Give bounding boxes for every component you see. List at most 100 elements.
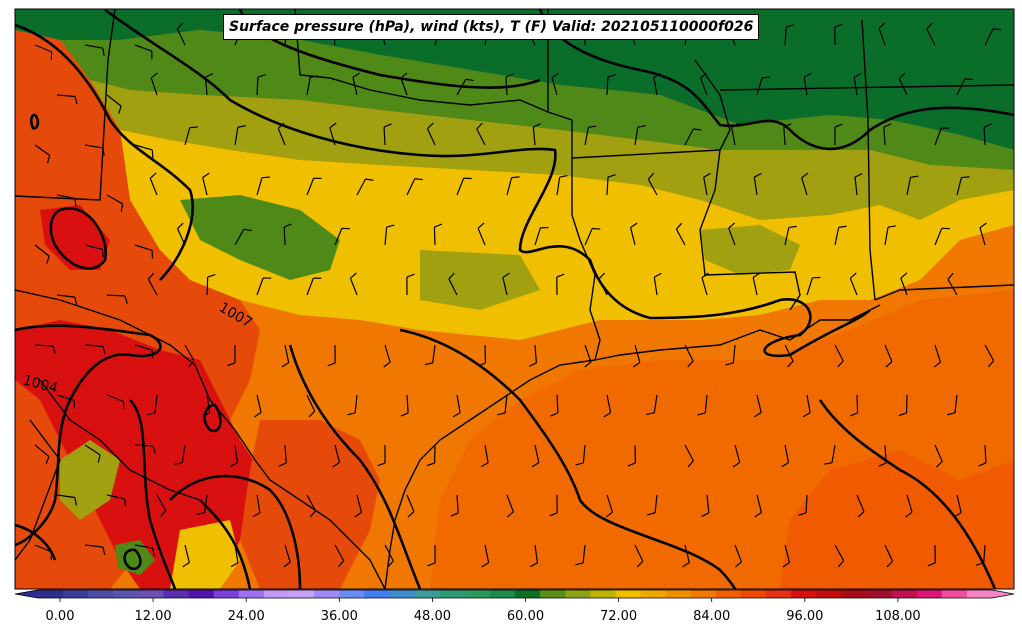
- wind-barb-flag: [202, 172, 210, 179]
- wind-barb: [184, 127, 191, 146]
- wind-barb: [356, 494, 363, 513]
- wind-barb-flag: [427, 122, 434, 130]
- wind-barb-flag: [120, 203, 124, 212]
- wind-barb-flag: [802, 412, 811, 418]
- wind-barb: [84, 244, 103, 251]
- colorbar-tick-label: 96.00: [786, 609, 823, 624]
- wind-barb: [203, 494, 208, 513]
- wind-barb: [484, 444, 489, 463]
- wind-barb-flag: [124, 295, 128, 304]
- wind-barb: [106, 494, 125, 500]
- wind-barb: [283, 226, 286, 246]
- wind-barb: [534, 344, 537, 363]
- colorbar-swatch: [38, 590, 64, 598]
- colorbar-swatch: [515, 590, 541, 598]
- colorbar-swatch: [188, 590, 215, 598]
- wind-barb-flag: [189, 126, 198, 129]
- wind-barb: [456, 178, 465, 196]
- colorbar-tick-label: 108.00: [875, 609, 921, 624]
- wind-barb-flag: [838, 225, 847, 228]
- wind-barb-flag: [603, 412, 611, 418]
- wind-barb: [256, 394, 262, 413]
- wind-barb-flag: [202, 412, 211, 418]
- wind-barb-flag: [387, 560, 394, 568]
- wind-barb: [306, 178, 315, 196]
- wind-barb: [400, 77, 408, 96]
- colorbar-swatch: [414, 590, 441, 598]
- wind-barb-flag: [754, 412, 762, 418]
- wind-barb-flag: [177, 222, 184, 230]
- wind-barb: [456, 394, 461, 413]
- wind-barb-flag: [592, 227, 601, 230]
- wind-barb-flag: [74, 497, 78, 506]
- isobar-2: [104, 9, 871, 358]
- wind-barb: [606, 394, 612, 413]
- wind-barb-flag: [237, 125, 246, 128]
- wind-barb-flag: [230, 462, 238, 468]
- wind-barb: [806, 277, 813, 296]
- wind-barb-flag: [160, 510, 167, 518]
- wind-barb: [653, 277, 658, 296]
- wind-barb-flag: [45, 456, 50, 465]
- wind-barb: [184, 544, 190, 563]
- wind-barb: [406, 394, 409, 414]
- colorbar-swatch: [163, 590, 190, 598]
- wind-barb: [34, 544, 52, 553]
- colorbar-swatch: [439, 590, 466, 598]
- wind-barb: [277, 128, 286, 146]
- wind-barb: [176, 228, 186, 246]
- wind-barb-flag: [150, 72, 158, 79]
- wind-barb: [883, 126, 886, 146]
- wind-barb: [284, 544, 291, 563]
- wind-barb: [801, 177, 808, 196]
- wind-barb: [149, 178, 158, 196]
- wind-barb-flag: [52, 345, 56, 354]
- wind-barb-flag: [102, 47, 105, 57]
- wind-barb: [753, 177, 758, 196]
- wind-barb-flag: [878, 22, 886, 29]
- wind-barb: [306, 77, 311, 96]
- wind-barb: [551, 77, 558, 96]
- wind-barb: [584, 344, 592, 363]
- wind-barb: [684, 444, 694, 462]
- wind-barb: [34, 144, 51, 156]
- isobar-11: [288, 344, 422, 589]
- wind-barb: [856, 494, 865, 512]
- wind-barb: [701, 277, 708, 296]
- wind-barb: [134, 444, 154, 447]
- border-ar-ms-river: [694, 59, 731, 151]
- wind-barb-flag: [147, 412, 156, 416]
- wind-barb-flag: [653, 72, 662, 78]
- wind-barb: [984, 444, 987, 464]
- wind-barb: [506, 494, 514, 513]
- wind-barb-flag: [530, 562, 538, 568]
- wind-barb: [456, 494, 459, 514]
- wind-barb: [954, 394, 958, 413]
- wind-barb: [732, 344, 736, 363]
- colorbar-swatch: [138, 590, 165, 598]
- wind-barb-flag: [762, 76, 771, 79]
- wind-barb: [432, 344, 436, 363]
- wind-barb-flag: [910, 175, 919, 178]
- wind-barb: [934, 127, 942, 146]
- isobar-5: [49, 207, 108, 270]
- wind-barb-flag: [632, 361, 641, 368]
- temperature-field: [15, 9, 1014, 589]
- wind-barb: [106, 194, 123, 205]
- wind-barb-flag: [74, 296, 78, 306]
- colorbar-tick-label: 12.00: [134, 609, 171, 624]
- wind-barb: [356, 178, 367, 196]
- wind-barb-flag: [834, 123, 843, 128]
- wind-barb-flag: [551, 72, 559, 79]
- map-frame: [14, 8, 1015, 590]
- wind-barb-flag: [987, 360, 995, 368]
- wind-barb: [598, 278, 608, 296]
- wind-barb-flag: [386, 224, 395, 228]
- wind-barb-flag: [732, 461, 741, 468]
- colorbar-swatch: [113, 590, 139, 598]
- border-ms-al: [861, 19, 876, 301]
- wind-barb: [984, 28, 994, 46]
- wind-barb: [606, 494, 614, 513]
- wind-barb-flag: [174, 462, 183, 465]
